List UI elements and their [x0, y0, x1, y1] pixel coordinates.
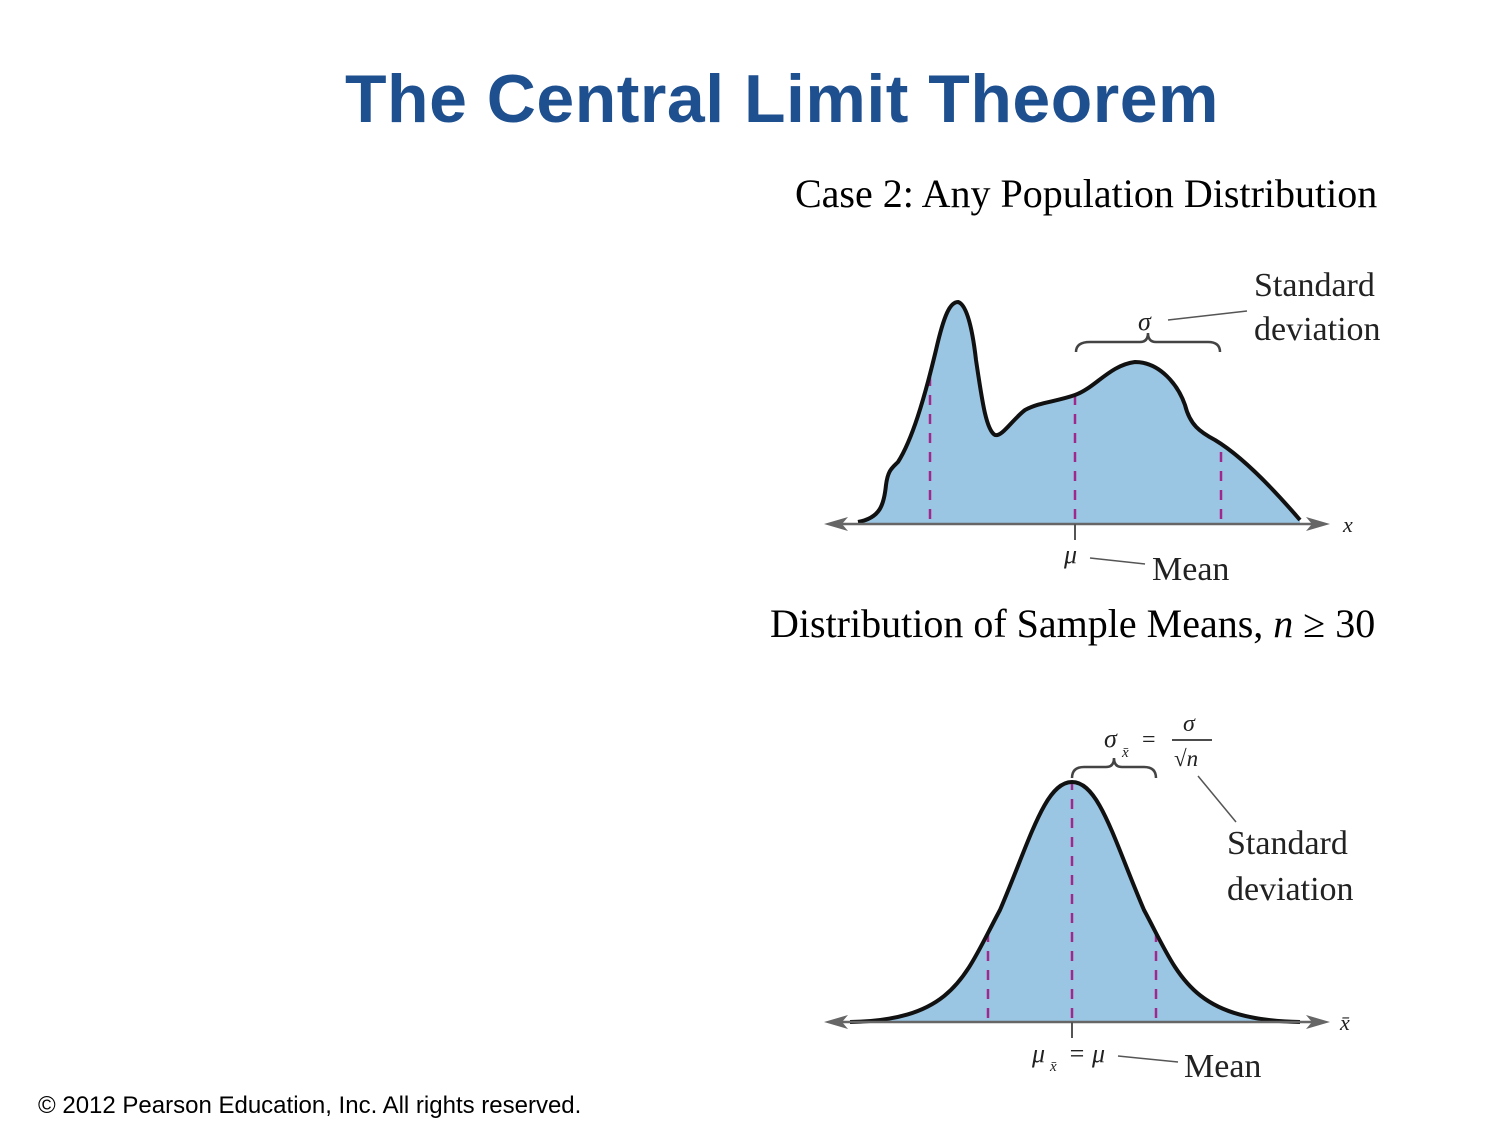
population-sd-brace	[1074, 332, 1222, 353]
population-mu-symbol: μ	[1063, 540, 1077, 569]
slide-title: The Central Limit Theorem	[345, 61, 1219, 137]
sampling-mu-equals: = μ	[1068, 1039, 1105, 1068]
sample-means-heading: Distribution of Sample Means, n ≥ 30	[770, 600, 1375, 647]
sampling-axis-left-arrow	[824, 1015, 848, 1029]
sampling-mean-leader	[1117, 1055, 1179, 1063]
sampling-mu-symbol: μ	[1031, 1039, 1045, 1068]
sample-size-symbol: n	[1273, 601, 1294, 646]
sampling-mean-label: Mean	[1184, 1048, 1261, 1085]
copyright-notice: © 2012 Pearson Education, Inc. All right…	[38, 1092, 582, 1119]
population-axis-left-arrow	[824, 517, 848, 531]
population-axis-label: x	[1342, 512, 1353, 537]
sample-means-heading-suffix: ≥ 30	[1293, 601, 1376, 646]
sample-means-heading-prefix: Distribution of Sample Means,	[770, 601, 1274, 646]
sampling-sigma-subscript: x̄	[1121, 745, 1129, 761]
sampling-sd-brace	[1070, 757, 1158, 779]
sampling-sigma-symbol: σ	[1104, 724, 1118, 753]
sampling-axis-right-arrow	[1306, 1015, 1330, 1029]
sampling-axis-label: x̄	[1339, 1010, 1350, 1035]
sampling-fraction-denominator: √n	[1174, 746, 1198, 771]
population-sigma-symbol: σ	[1138, 307, 1152, 336]
population-area	[858, 302, 1300, 524]
sampling-mu-subscript: x̄	[1049, 1059, 1057, 1075]
sampling-sd-label-line1: Standard	[1227, 825, 1348, 862]
sampling-area	[850, 782, 1300, 1022]
population-mean-leader	[1089, 557, 1146, 565]
sampling-curve	[849, 779, 1301, 1024]
population-sd-label-line1: Standard	[1254, 267, 1375, 304]
sampling-sd-leader	[1197, 775, 1237, 823]
population-mean-label: Mean	[1152, 551, 1229, 588]
population-sd-label-line2: deviation	[1254, 311, 1381, 348]
sampling-equals-sign: =	[1142, 727, 1156, 753]
sampling-fraction-numerator: σ	[1183, 711, 1196, 737]
sampling-sd-label-line2: deviation	[1227, 871, 1354, 908]
case-label: Case 2: Any Population Distribution	[795, 171, 1378, 216]
sampling-distribution: x̄ σ x̄ = σ √n Standard deviation μ x̄ =…	[824, 711, 1354, 1085]
population-distribution: x σ Standard deviation μ Mean	[824, 267, 1381, 588]
population-axis-right-arrow	[1306, 517, 1330, 531]
population-sd-leader	[1167, 310, 1248, 321]
population-curve	[857, 299, 1302, 524]
